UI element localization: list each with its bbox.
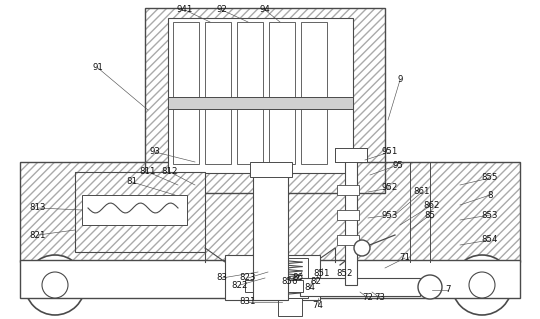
- Bar: [337, 235, 359, 245]
- Text: 81: 81: [126, 177, 138, 187]
- Text: 84: 84: [305, 284, 315, 293]
- Text: 95: 95: [393, 160, 403, 169]
- Text: 952: 952: [382, 183, 398, 192]
- Circle shape: [354, 240, 370, 256]
- Circle shape: [25, 255, 85, 315]
- Text: 813: 813: [30, 204, 46, 212]
- Circle shape: [418, 275, 442, 299]
- Text: 851: 851: [314, 270, 330, 278]
- Bar: [300, 278, 420, 296]
- Text: 74: 74: [313, 300, 323, 309]
- Text: 73: 73: [375, 293, 386, 302]
- Bar: [253, 172, 288, 300]
- Text: 861: 861: [414, 188, 430, 197]
- Bar: [20, 162, 520, 262]
- Text: 82: 82: [310, 278, 321, 286]
- Text: 9: 9: [397, 76, 403, 85]
- Text: 951: 951: [382, 147, 398, 157]
- Bar: [345, 155, 357, 285]
- Circle shape: [452, 255, 512, 315]
- Text: 811: 811: [140, 167, 156, 176]
- Text: 862: 862: [424, 201, 440, 210]
- Bar: [205, 22, 231, 97]
- Bar: [237, 22, 263, 97]
- Bar: [278, 298, 302, 316]
- Text: 941: 941: [177, 5, 193, 14]
- Bar: [237, 109, 263, 164]
- Bar: [75, 172, 205, 252]
- Text: 854: 854: [482, 235, 498, 244]
- Bar: [269, 109, 295, 164]
- Bar: [20, 162, 520, 262]
- Bar: [250, 162, 292, 177]
- Bar: [173, 109, 199, 164]
- Bar: [301, 22, 327, 97]
- Text: 953: 953: [382, 211, 398, 219]
- Circle shape: [42, 272, 68, 298]
- Text: 852: 852: [337, 270, 353, 278]
- Bar: [20, 260, 520, 298]
- Text: 823: 823: [240, 273, 256, 283]
- Bar: [337, 210, 359, 220]
- Bar: [301, 109, 327, 164]
- Bar: [173, 22, 199, 97]
- Text: 71: 71: [400, 254, 410, 263]
- Circle shape: [469, 272, 495, 298]
- Text: 831: 831: [240, 298, 256, 307]
- Text: 855: 855: [482, 174, 498, 182]
- Text: 85: 85: [424, 211, 435, 219]
- Bar: [335, 148, 367, 162]
- Text: 822: 822: [232, 280, 248, 290]
- Bar: [82, 195, 187, 225]
- Text: 83: 83: [217, 273, 227, 283]
- Text: 8: 8: [487, 190, 493, 199]
- Bar: [245, 280, 303, 292]
- Text: 93: 93: [150, 147, 160, 157]
- Bar: [168, 18, 353, 173]
- Text: 72: 72: [362, 293, 374, 302]
- Text: 853: 853: [482, 211, 498, 219]
- Text: 94: 94: [260, 5, 271, 14]
- Bar: [168, 97, 353, 109]
- Bar: [145, 8, 385, 193]
- Bar: [337, 185, 359, 195]
- Bar: [75, 172, 205, 252]
- Bar: [205, 109, 231, 164]
- Text: 821: 821: [30, 231, 46, 240]
- Bar: [269, 22, 295, 97]
- Text: 812: 812: [162, 167, 178, 176]
- Text: 92: 92: [217, 5, 227, 14]
- Text: 7: 7: [446, 286, 451, 294]
- Text: 86: 86: [293, 273, 303, 283]
- Bar: [145, 8, 385, 193]
- Bar: [225, 255, 320, 300]
- Text: 856: 856: [282, 278, 298, 286]
- Bar: [272, 258, 308, 298]
- Text: 91: 91: [92, 63, 104, 72]
